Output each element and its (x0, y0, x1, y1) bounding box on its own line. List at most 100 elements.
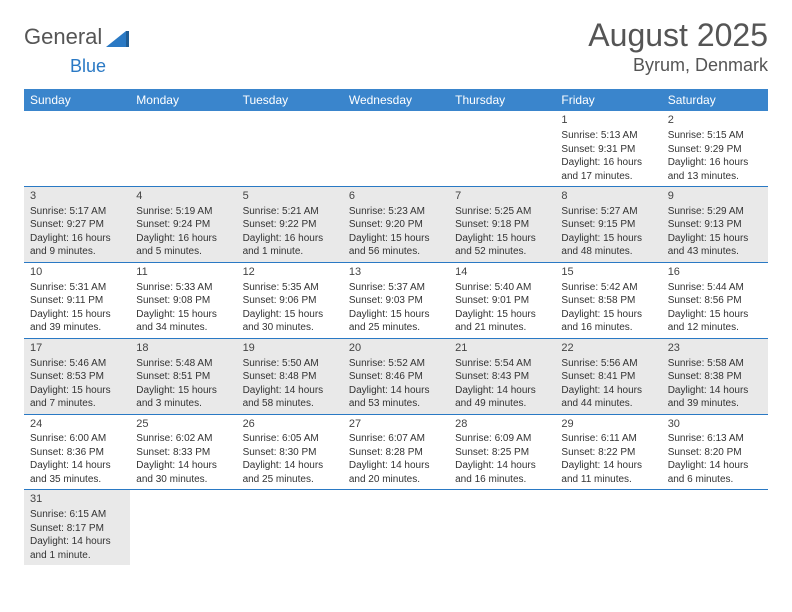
calendar-day-cell: 26Sunrise: 6:05 AMSunset: 8:30 PMDayligh… (237, 414, 343, 490)
daylight-text: Daylight: 15 hours and 52 minutes. (455, 232, 549, 259)
sunset-text: Sunset: 8:58 PM (561, 294, 655, 308)
day-details: Sunrise: 5:42 AMSunset: 8:58 PMDaylight:… (555, 281, 661, 338)
sunrise-text: Sunrise: 6:02 AM (136, 432, 230, 446)
daylight-text: Daylight: 14 hours and 25 minutes. (243, 459, 337, 486)
sunset-text: Sunset: 8:30 PM (243, 446, 337, 460)
day-header: Friday (555, 89, 661, 111)
logo-text-blue: Blue (70, 56, 106, 76)
sunrise-text: Sunrise: 5:40 AM (455, 281, 549, 295)
day-details: Sunrise: 5:50 AMSunset: 8:48 PMDaylight:… (237, 357, 343, 414)
daylight-text: Daylight: 16 hours and 13 minutes. (668, 156, 762, 183)
sunset-text: Sunset: 9:08 PM (136, 294, 230, 308)
daylight-text: Daylight: 14 hours and 1 minute. (30, 535, 124, 562)
calendar-table: Sunday Monday Tuesday Wednesday Thursday… (24, 89, 768, 565)
calendar-day-cell (130, 490, 236, 565)
calendar-day-cell (343, 111, 449, 186)
day-details: Sunrise: 5:25 AMSunset: 9:18 PMDaylight:… (449, 205, 555, 262)
calendar-day-cell: 7Sunrise: 5:25 AMSunset: 9:18 PMDaylight… (449, 187, 555, 263)
daylight-text: Daylight: 14 hours and 58 minutes. (243, 384, 337, 411)
day-details: Sunrise: 6:13 AMSunset: 8:20 PMDaylight:… (662, 432, 768, 489)
sunset-text: Sunset: 8:51 PM (136, 370, 230, 384)
calendar-day-cell (343, 490, 449, 565)
sunrise-text: Sunrise: 5:46 AM (30, 357, 124, 371)
daylight-text: Daylight: 15 hours and 21 minutes. (455, 308, 549, 335)
sunrise-text: Sunrise: 5:19 AM (136, 205, 230, 219)
sunrise-text: Sunrise: 6:13 AM (668, 432, 762, 446)
sunrise-text: Sunrise: 5:35 AM (243, 281, 337, 295)
calendar-day-cell: 16Sunrise: 5:44 AMSunset: 8:56 PMDayligh… (662, 262, 768, 338)
sunrise-text: Sunrise: 6:11 AM (561, 432, 655, 446)
sunset-text: Sunset: 9:22 PM (243, 218, 337, 232)
day-details: Sunrise: 6:09 AMSunset: 8:25 PMDaylight:… (449, 432, 555, 489)
daylight-text: Daylight: 15 hours and 34 minutes. (136, 308, 230, 335)
calendar-day-cell: 13Sunrise: 5:37 AMSunset: 9:03 PMDayligh… (343, 262, 449, 338)
day-number: 9 (662, 187, 768, 205)
day-details: Sunrise: 5:48 AMSunset: 8:51 PMDaylight:… (130, 357, 236, 414)
day-details: Sunrise: 5:54 AMSunset: 8:43 PMDaylight:… (449, 357, 555, 414)
sunrise-text: Sunrise: 5:50 AM (243, 357, 337, 371)
day-number: 10 (24, 263, 130, 281)
calendar-week-row: 31Sunrise: 6:15 AMSunset: 8:17 PMDayligh… (24, 490, 768, 565)
daylight-text: Daylight: 14 hours and 39 minutes. (668, 384, 762, 411)
day-details: Sunrise: 5:21 AMSunset: 9:22 PMDaylight:… (237, 205, 343, 262)
calendar-day-cell: 5Sunrise: 5:21 AMSunset: 9:22 PMDaylight… (237, 187, 343, 263)
sunrise-text: Sunrise: 5:42 AM (561, 281, 655, 295)
daylight-text: Daylight: 15 hours and 43 minutes. (668, 232, 762, 259)
sunrise-text: Sunrise: 5:44 AM (668, 281, 762, 295)
calendar-day-cell (237, 111, 343, 186)
calendar-week-row: 17Sunrise: 5:46 AMSunset: 8:53 PMDayligh… (24, 338, 768, 414)
day-details: Sunrise: 5:19 AMSunset: 9:24 PMDaylight:… (130, 205, 236, 262)
sunrise-text: Sunrise: 6:07 AM (349, 432, 443, 446)
calendar-day-cell: 28Sunrise: 6:09 AMSunset: 8:25 PMDayligh… (449, 414, 555, 490)
daylight-text: Daylight: 14 hours and 44 minutes. (561, 384, 655, 411)
sunrise-text: Sunrise: 5:23 AM (349, 205, 443, 219)
daylight-text: Daylight: 14 hours and 16 minutes. (455, 459, 549, 486)
calendar-header-row: Sunday Monday Tuesday Wednesday Thursday… (24, 89, 768, 111)
calendar-day-cell: 4Sunrise: 5:19 AMSunset: 9:24 PMDaylight… (130, 187, 236, 263)
day-number: 29 (555, 415, 661, 433)
daylight-text: Daylight: 15 hours and 48 minutes. (561, 232, 655, 259)
calendar-page: General August 2025 Byrum, Denmark Blue … (0, 0, 792, 565)
calendar-day-cell: 24Sunrise: 6:00 AMSunset: 8:36 PMDayligh… (24, 414, 130, 490)
calendar-day-cell: 23Sunrise: 5:58 AMSunset: 8:38 PMDayligh… (662, 338, 768, 414)
calendar-day-cell (237, 490, 343, 565)
calendar-day-cell: 15Sunrise: 5:42 AMSunset: 8:58 PMDayligh… (555, 262, 661, 338)
calendar-day-cell: 8Sunrise: 5:27 AMSunset: 9:15 PMDaylight… (555, 187, 661, 263)
sunset-text: Sunset: 9:29 PM (668, 143, 762, 157)
day-number: 21 (449, 339, 555, 357)
daylight-text: Daylight: 16 hours and 1 minute. (243, 232, 337, 259)
logo-flag-icon (106, 27, 134, 47)
daylight-text: Daylight: 14 hours and 53 minutes. (349, 384, 443, 411)
calendar-day-cell (24, 111, 130, 186)
sunrise-text: Sunrise: 5:29 AM (668, 205, 762, 219)
day-header: Wednesday (343, 89, 449, 111)
daylight-text: Daylight: 14 hours and 20 minutes. (349, 459, 443, 486)
day-details: Sunrise: 5:17 AMSunset: 9:27 PMDaylight:… (24, 205, 130, 262)
day-details: Sunrise: 5:15 AMSunset: 9:29 PMDaylight:… (662, 129, 768, 186)
day-header: Thursday (449, 89, 555, 111)
day-number: 3 (24, 187, 130, 205)
sunrise-text: Sunrise: 5:31 AM (30, 281, 124, 295)
day-number: 22 (555, 339, 661, 357)
day-number: 24 (24, 415, 130, 433)
day-details: Sunrise: 5:23 AMSunset: 9:20 PMDaylight:… (343, 205, 449, 262)
day-details: Sunrise: 5:27 AMSunset: 9:15 PMDaylight:… (555, 205, 661, 262)
sunset-text: Sunset: 8:33 PM (136, 446, 230, 460)
day-number: 28 (449, 415, 555, 433)
calendar-day-cell: 30Sunrise: 6:13 AMSunset: 8:20 PMDayligh… (662, 414, 768, 490)
day-header: Saturday (662, 89, 768, 111)
sunset-text: Sunset: 8:36 PM (30, 446, 124, 460)
calendar-week-row: 3Sunrise: 5:17 AMSunset: 9:27 PMDaylight… (24, 187, 768, 263)
day-number: 30 (662, 415, 768, 433)
day-details: Sunrise: 6:02 AMSunset: 8:33 PMDaylight:… (130, 432, 236, 489)
sunrise-text: Sunrise: 5:15 AM (668, 129, 762, 143)
month-title: August 2025 (588, 18, 768, 53)
sunrise-text: Sunrise: 5:13 AM (561, 129, 655, 143)
day-details: Sunrise: 5:31 AMSunset: 9:11 PMDaylight:… (24, 281, 130, 338)
sunset-text: Sunset: 8:43 PM (455, 370, 549, 384)
daylight-text: Daylight: 15 hours and 16 minutes. (561, 308, 655, 335)
daylight-text: Daylight: 14 hours and 35 minutes. (30, 459, 124, 486)
day-details: Sunrise: 5:58 AMSunset: 8:38 PMDaylight:… (662, 357, 768, 414)
sunset-text: Sunset: 8:53 PM (30, 370, 124, 384)
sunrise-text: Sunrise: 5:56 AM (561, 357, 655, 371)
